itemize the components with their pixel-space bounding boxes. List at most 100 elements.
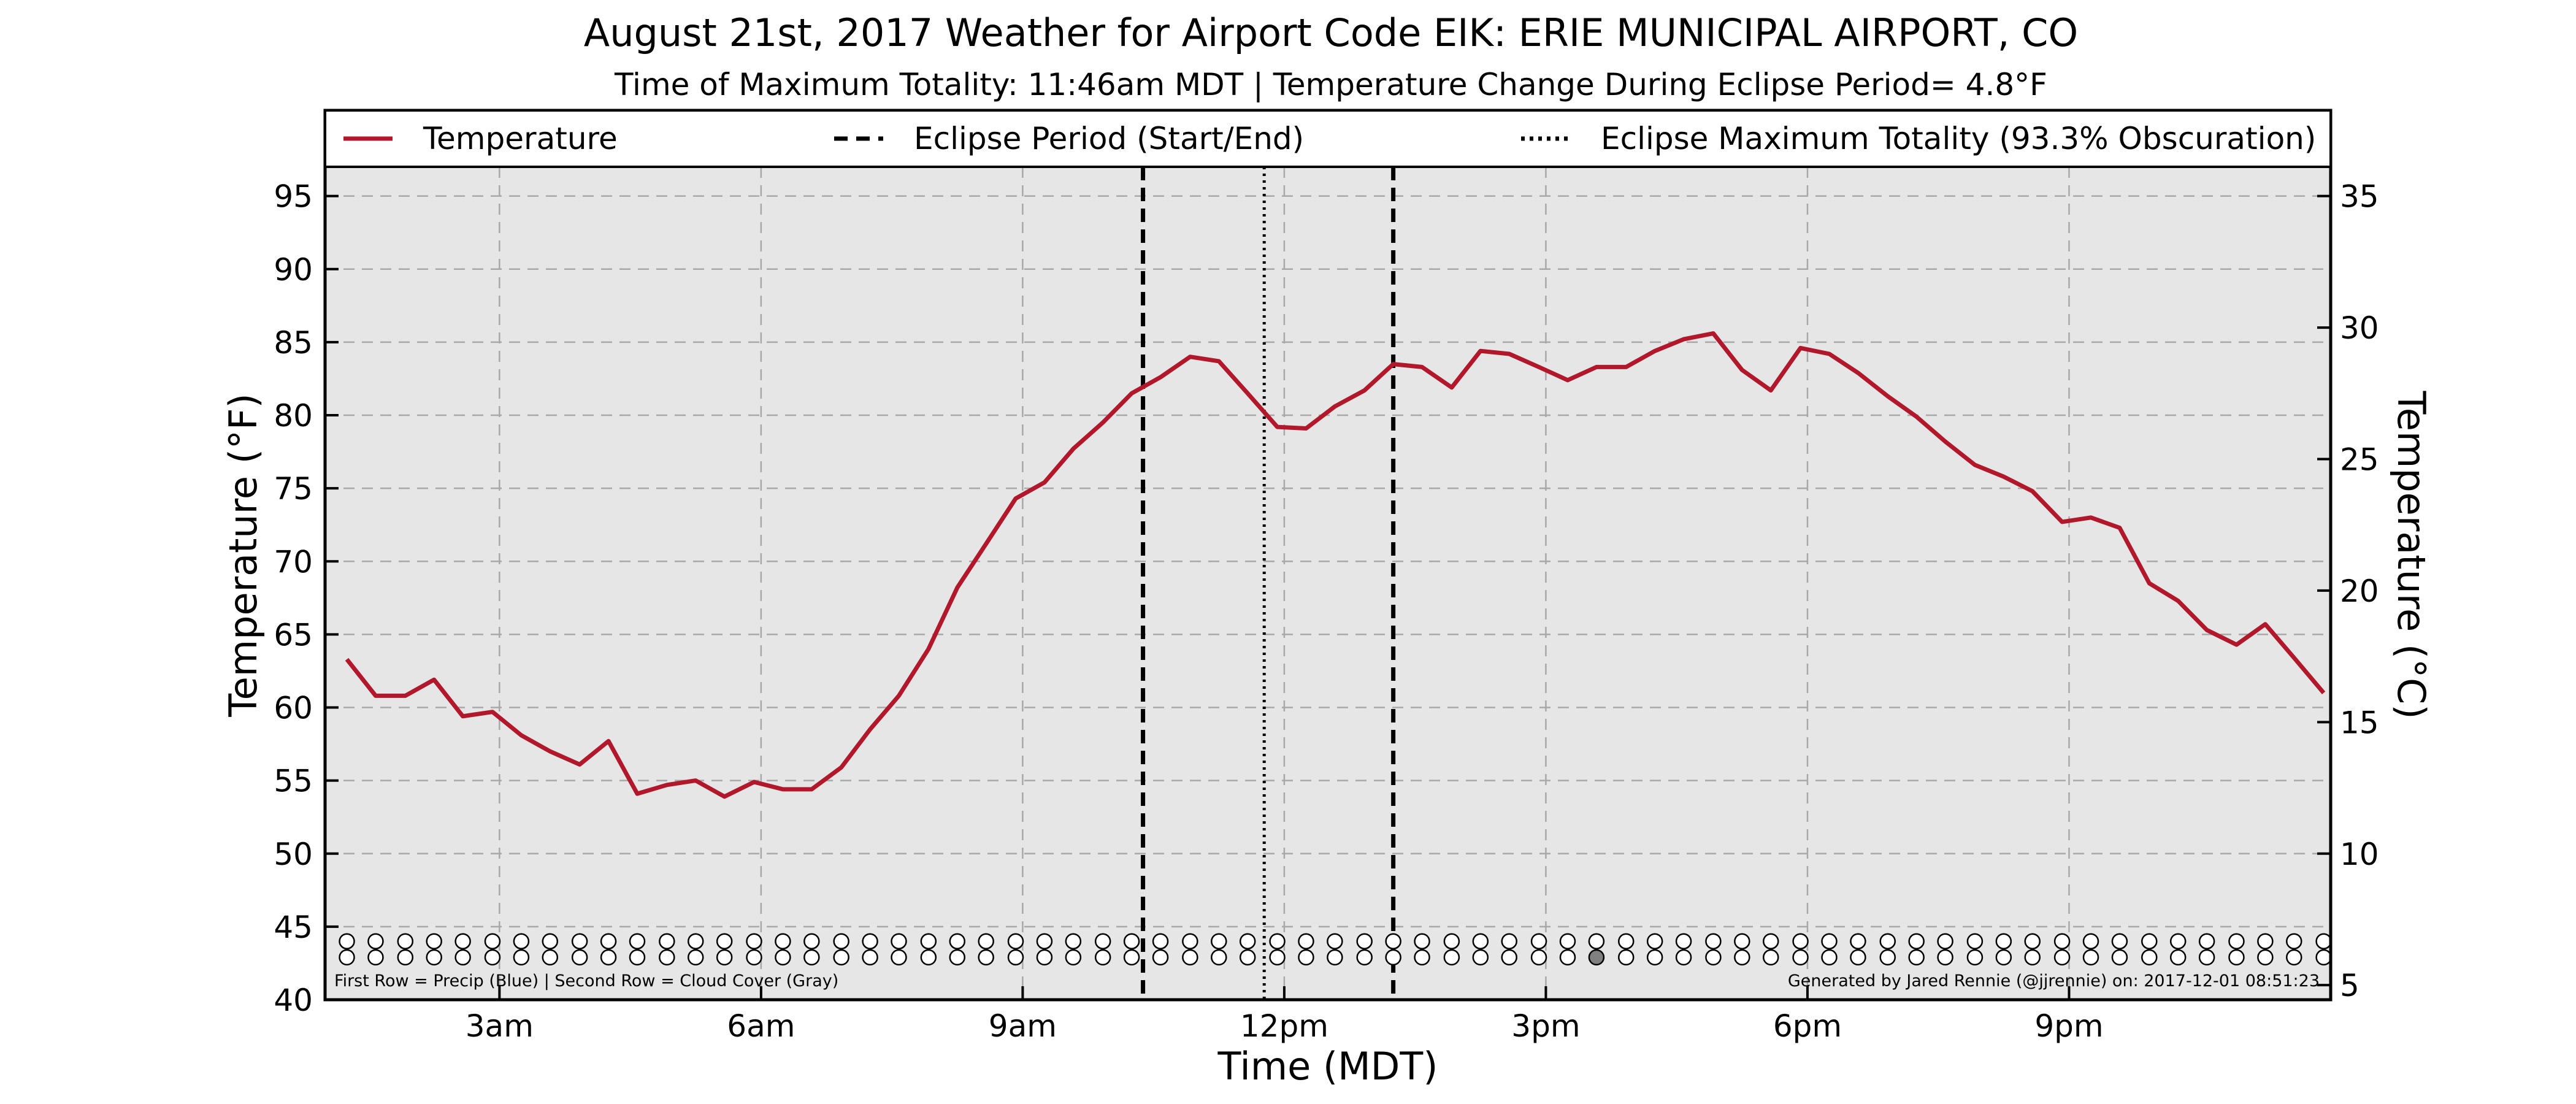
- precip-marker: [1762, 933, 1779, 949]
- cloud-marker: [1995, 949, 2012, 966]
- legend-box: [324, 109, 2332, 168]
- precip-marker: [629, 933, 646, 949]
- precip-marker: [1937, 933, 1953, 949]
- precip-marker: [1675, 933, 1692, 949]
- cloud-marker: [949, 949, 966, 966]
- cloud-marker: [1762, 949, 1779, 966]
- precip-marker: [1356, 933, 1373, 949]
- precip-marker: [2169, 933, 2187, 949]
- precip-marker: [978, 933, 994, 949]
- indicator-rows: [339, 933, 2332, 966]
- precip-marker: [1269, 933, 1286, 949]
- precip-marker: [1094, 933, 1111, 949]
- cloud-marker: [1559, 949, 1576, 966]
- precip-marker: [1530, 933, 1547, 949]
- cloud-marker: [2315, 949, 2332, 966]
- cloud-marker: [397, 949, 414, 966]
- cloud-marker: [426, 949, 442, 966]
- axis-ticks: 3am 6am 9am 12pm 3pm 6pm 9pm 40 45 50 55 60 65 70 75 80…: [274, 179, 2379, 1044]
- y-right-tick-label-4: 20: [2340, 573, 2379, 609]
- precip-marker: [454, 933, 471, 949]
- cloud-marker: [339, 949, 355, 966]
- y-tick-label-8: 75: [274, 471, 313, 507]
- cloud-marker: [1908, 949, 1925, 966]
- cloud-marker: [1298, 949, 1314, 966]
- cloud-marker: [1182, 949, 1198, 966]
- precip-marker: [2286, 933, 2302, 949]
- precip-marker: [484, 933, 501, 949]
- y-tick-label-9: 80: [274, 398, 313, 434]
- precip-marker: [367, 933, 384, 949]
- precip-marker: [1908, 933, 1925, 949]
- legend: Temperature Eclipse Period (Start/End) Ecl…: [324, 109, 2332, 168]
- y-right-tick-label-2: 10: [2340, 837, 2379, 872]
- cloud-marker: [775, 949, 791, 966]
- y-tick-label-4: 55: [274, 764, 313, 799]
- y-tick-label-5: 60: [274, 691, 313, 726]
- cloud-marker: [1356, 949, 1373, 966]
- footnote-right: Generated by Jared Rennie (@jjrennie) on…: [1788, 972, 2320, 991]
- x-tick-label-4: 12pm: [1240, 1008, 1328, 1044]
- cloud-marker: [1094, 949, 1111, 966]
- cloud-marker: [2169, 949, 2187, 966]
- cloud-marker: [1123, 949, 1140, 966]
- cloud-marker: [978, 949, 994, 966]
- cloud-marker: [1239, 949, 1256, 966]
- cloud-marker: [1937, 949, 1953, 966]
- cloud-marker: [2082, 949, 2099, 966]
- x-axis-label: Time (MDT): [1217, 1044, 1438, 1089]
- cloud-marker: [891, 949, 907, 966]
- cloud-marker: [659, 949, 675, 966]
- eclipse-markers: [1141, 167, 1396, 1000]
- precip-marker: [1182, 933, 1198, 949]
- cloud-marker: [1821, 949, 1838, 966]
- cloud-marker: [862, 949, 878, 966]
- y-tick-label-6: 65: [274, 617, 313, 653]
- cloud-marker: [1211, 949, 1227, 966]
- cloud-marker: [803, 949, 820, 966]
- y-tick-label-2: 45: [274, 910, 313, 945]
- cloud-marker: [2053, 949, 2071, 966]
- cloud-marker: [1588, 949, 1605, 966]
- cloud-marker: [367, 949, 384, 966]
- y-right-tick-label-5: 25: [2340, 442, 2379, 477]
- x-tick-label-1: 3am: [466, 1008, 534, 1044]
- precip-marker: [1559, 933, 1576, 949]
- precip-marker: [920, 933, 937, 949]
- precip-marker: [2082, 933, 2099, 949]
- precip-marker: [1501, 933, 1517, 949]
- cloud-marker: [1646, 949, 1663, 966]
- precip-marker: [1734, 933, 1750, 949]
- precip-marker: [1327, 933, 1343, 949]
- footnote-left: First Row = Precip (Blue) | Second Row =…: [334, 972, 838, 991]
- cloud-marker: [1443, 949, 1460, 966]
- legend-label-3: Eclipse Maximum Totality (93.3% Obscurat…: [1601, 121, 2316, 156]
- precip-marker: [542, 933, 559, 949]
- chart-subtitle: Time of Maximum Totality: 11:46am MDT | …: [614, 67, 2047, 102]
- x-tick-label-6: 6pm: [1773, 1008, 1842, 1044]
- plot-area: [325, 110, 2331, 1000]
- y-tick-label-7: 70: [274, 544, 313, 580]
- precip-marker: [1211, 933, 1227, 949]
- cloud-marker: [1675, 949, 1692, 966]
- y-right-tick-label-7: 35: [2340, 179, 2379, 215]
- cloud-marker: [1472, 949, 1489, 966]
- precip-marker: [716, 933, 733, 949]
- cloud-marker: [716, 949, 733, 966]
- y-axis-label-right: Temperature (°C): [2389, 390, 2434, 719]
- cloud-marker: [687, 949, 704, 966]
- grid-lines: [325, 167, 2331, 1000]
- precip-marker: [2024, 933, 2041, 949]
- x-tick-label-3: 9am: [989, 1008, 1057, 1044]
- y-right-tick-label-1: 5: [2340, 968, 2359, 1003]
- cloud-marker: [1414, 949, 1430, 966]
- precip-marker: [1472, 933, 1489, 949]
- cloud-marker: [2198, 949, 2215, 966]
- precip-marker: [891, 933, 907, 949]
- precip-marker: [397, 933, 414, 949]
- precip-marker: [1966, 933, 1984, 949]
- precip-marker: [1617, 933, 1635, 949]
- precip-marker: [1705, 933, 1722, 949]
- legend-label-1: Temperature: [423, 121, 618, 156]
